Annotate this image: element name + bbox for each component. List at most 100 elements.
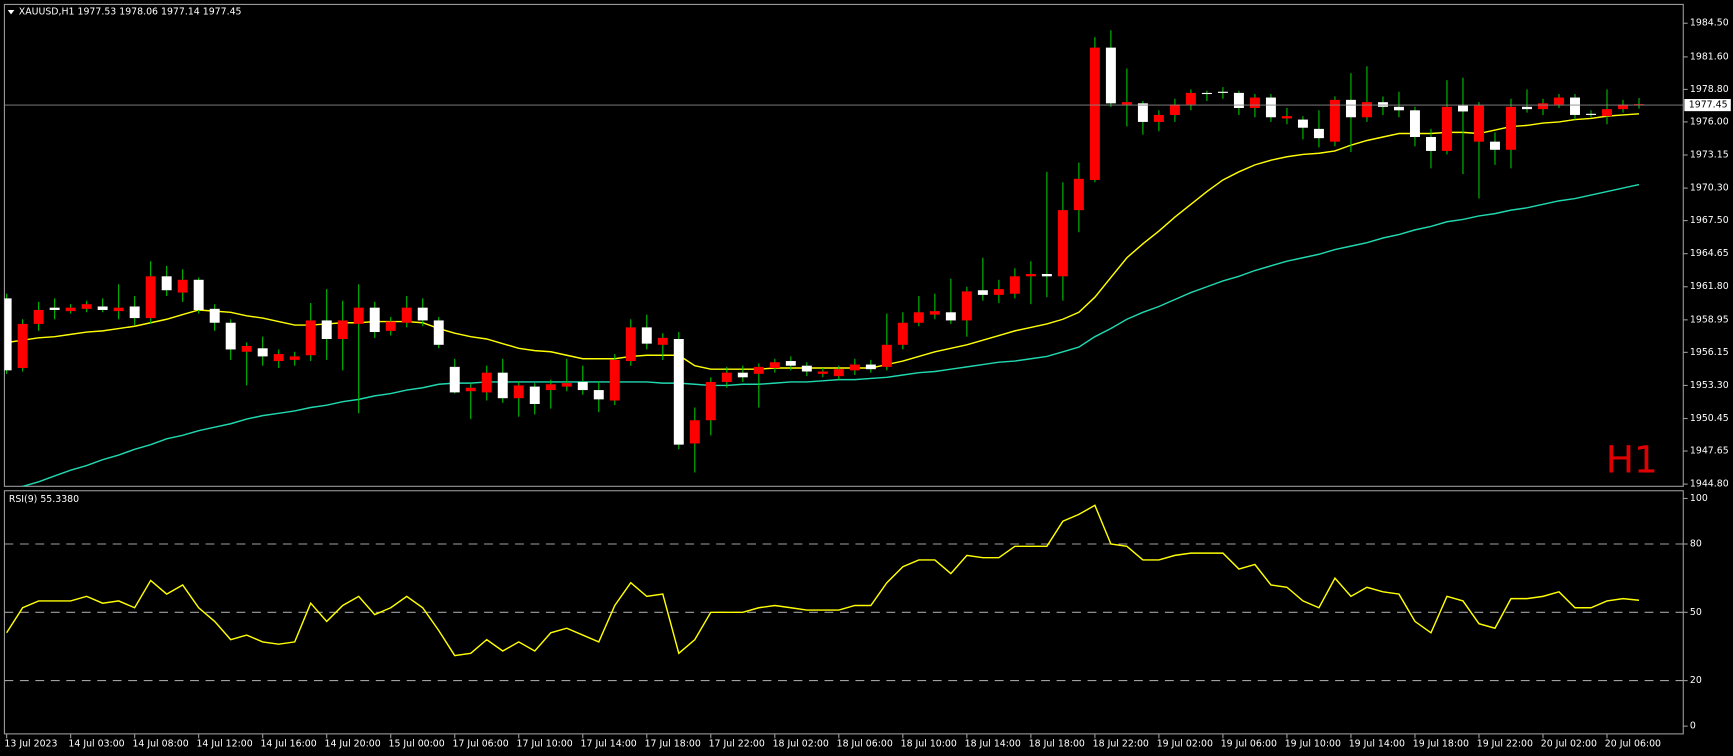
candle-body: [353, 307, 364, 324]
x-tick-label: 18 Jul 06:00: [837, 738, 893, 749]
candle-body: [1538, 103, 1548, 110]
candle-body: [161, 276, 172, 291]
x-tick-label: 14 Jul 03:00: [68, 738, 124, 749]
candle-body: [81, 304, 92, 309]
candle-body: [1137, 103, 1148, 122]
candle-body: [177, 279, 188, 293]
current-price-label: 1977.45: [1689, 100, 1728, 111]
candle-body: [129, 306, 140, 319]
x-tick-label: 18 Jul 18:00: [1029, 738, 1085, 749]
candle-body: [209, 308, 220, 323]
candle-body: [1281, 116, 1292, 119]
menu-arrow[interactable]: [7, 9, 15, 15]
candle-body: [4, 298, 12, 371]
x-tick-label: 13 Jul 2023: [4, 738, 57, 749]
candle-body: [977, 290, 988, 295]
candle-body: [369, 307, 380, 333]
y-tick-label: 1953.30: [1690, 380, 1729, 391]
candle-body: [753, 366, 764, 374]
candle-body: [513, 385, 524, 399]
candle-body: [1265, 97, 1276, 118]
candle-body: [1361, 102, 1372, 118]
candle-body: [545, 384, 556, 391]
candle-body: [289, 356, 300, 360]
y-tick-label: 1947.65: [1690, 446, 1729, 457]
candle-body: [465, 387, 476, 392]
candle-body: [497, 372, 508, 399]
price-panel: [3, 3, 1684, 487]
candle-body: [625, 327, 636, 362]
x-tick-label: 17 Jul 22:00: [709, 738, 765, 749]
candle-body: [1602, 109, 1612, 117]
x-tick-label: 20 Jul 06:00: [1605, 738, 1661, 749]
candle-body: [449, 366, 460, 393]
candle-body: [1057, 210, 1068, 277]
candle-body: [1089, 47, 1100, 180]
candle-body: [673, 338, 684, 445]
candle-body: [609, 359, 620, 401]
candle-body: [881, 344, 892, 367]
y-tick-label: 80: [1690, 539, 1702, 550]
x-tick-label: 19 Jul 18:00: [1413, 738, 1469, 749]
x-tick-label: 19 Jul 06:00: [1221, 738, 1277, 749]
candle-body: [1217, 91, 1228, 93]
y-tick-label: 1976.00: [1690, 116, 1729, 127]
candle-body: [1105, 47, 1116, 104]
rsi-header: RSI(9) 55.3380: [9, 494, 79, 505]
x-tick-label: 19 Jul 10:00: [1285, 738, 1341, 749]
candle-body: [593, 390, 604, 400]
candle-body: [273, 354, 284, 362]
x-tick-label: 19 Jul 14:00: [1349, 738, 1405, 749]
candle-body: [1490, 141, 1500, 150]
candle-body: [705, 381, 716, 421]
x-tick-label: 18 Jul 22:00: [1093, 738, 1149, 749]
candle-body: [1153, 114, 1164, 122]
candle-body: [321, 320, 332, 339]
y-tick-label: 1964.65: [1690, 248, 1729, 259]
candle-body: [401, 307, 412, 323]
current-price-box: [1684, 99, 1731, 112]
candle-body: [1201, 92, 1212, 95]
candle-body: [1393, 106, 1404, 111]
x-tick-label: 18 Jul 14:00: [965, 738, 1021, 749]
y-tick-label: 0: [1690, 721, 1696, 732]
candle-body: [1441, 106, 1452, 151]
x-tick-label: 14 Jul 12:00: [196, 738, 252, 749]
x-tick-label: 19 Jul 02:00: [1157, 738, 1213, 749]
candle-body: [305, 320, 316, 356]
y-tick-label: 1958.95: [1690, 314, 1729, 325]
candle-body: [385, 321, 396, 331]
x-tick-label: 17 Jul 06:00: [453, 738, 509, 749]
candle-body: [1249, 97, 1260, 108]
candle-body: [257, 348, 268, 357]
candle-body: [833, 369, 844, 377]
candle-body: [897, 322, 908, 345]
candle-body: [1586, 113, 1596, 115]
candle-body: [433, 320, 444, 345]
candle-body: [865, 364, 876, 370]
candle-body: [145, 276, 156, 319]
y-tick-label: 1970.30: [1690, 183, 1729, 194]
y-tick-label: 1956.15: [1690, 347, 1729, 358]
candle-body: [657, 337, 668, 345]
x-tick-label: 14 Jul 08:00: [132, 738, 188, 749]
candle-body: [65, 307, 76, 312]
candle-body: [417, 307, 428, 321]
candle-body: [17, 323, 28, 369]
candle-body: [1345, 99, 1356, 118]
candle-body: [1554, 97, 1564, 105]
y-tick-label: 1984.50: [1690, 18, 1729, 29]
candle-body: [577, 381, 588, 391]
rsi-line: [6, 504, 1640, 657]
timeframe-watermark: H1: [1606, 437, 1658, 481]
x-tick-label: 19 Jul 22:00: [1477, 738, 1533, 749]
candle-body: [225, 322, 236, 350]
candle-body: [961, 291, 972, 321]
x-tick-label: 17 Jul 10:00: [517, 738, 573, 749]
price-plot: [4, 30, 1684, 487]
candle-body: [849, 364, 860, 371]
candle-body: [929, 311, 940, 315]
candle-body: [97, 306, 108, 310]
candle-body: [1377, 102, 1388, 107]
y-tick-label: 1978.80: [1690, 84, 1729, 95]
